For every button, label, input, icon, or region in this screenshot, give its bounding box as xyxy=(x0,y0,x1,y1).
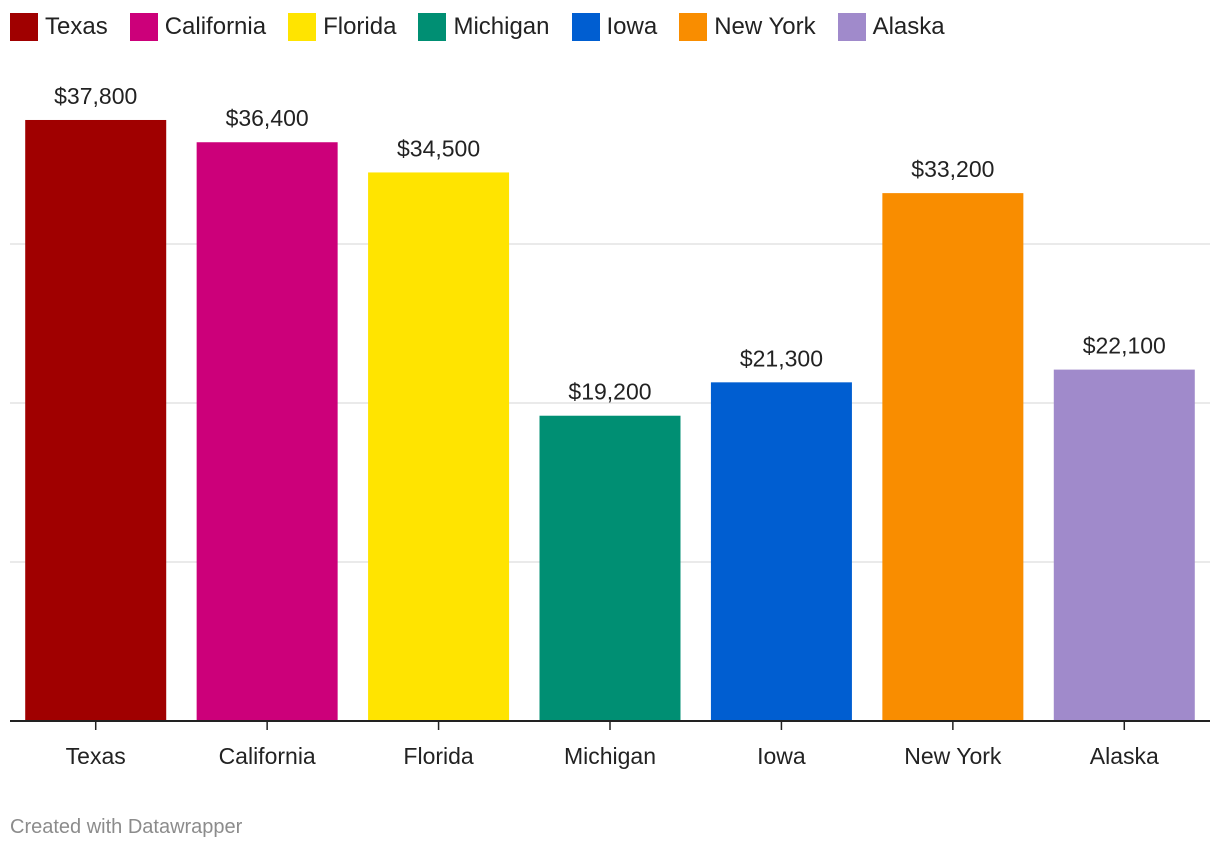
legend-swatch xyxy=(571,13,600,41)
data-label: $21,300 xyxy=(740,345,823,371)
data-label: $19,200 xyxy=(568,379,651,405)
data-label: $36,400 xyxy=(226,105,309,131)
legend-item-texas: Texas xyxy=(10,13,108,41)
x-tick-label: California xyxy=(219,743,316,769)
legend-swatch xyxy=(10,13,38,41)
legend-item-alaska: Alaska xyxy=(837,13,945,41)
legend-item-florida: Florida xyxy=(288,13,396,41)
legend-item-iowa: Iowa xyxy=(571,13,658,41)
x-tick-label: Iowa xyxy=(757,743,806,769)
legend-swatch xyxy=(129,13,158,41)
legend-swatch xyxy=(837,13,866,41)
bar xyxy=(196,142,338,722)
legend-label: Michigan xyxy=(453,13,550,40)
credit-footer: Created with Datawrapper xyxy=(10,816,243,838)
x-tick-label: Texas xyxy=(66,743,126,769)
bar xyxy=(539,415,681,721)
legend-label: Alaska xyxy=(872,13,945,40)
legend-label: Florida xyxy=(323,13,397,40)
chart-legend: Texas California Florida Michigan Iowa N… xyxy=(10,10,967,44)
legend-label: California xyxy=(164,13,267,40)
bar xyxy=(25,119,167,722)
legend-item-california: California xyxy=(129,13,267,41)
bar xyxy=(1053,369,1195,721)
bar xyxy=(882,193,1024,721)
data-label: $33,200 xyxy=(911,156,994,182)
legend-swatch xyxy=(418,13,447,41)
legend-label: New York xyxy=(714,13,816,40)
bar xyxy=(368,172,510,721)
bar-chart: $37,800 Texas $36,400 California $34,500 Flor… xyxy=(10,83,1210,769)
legend-label: Iowa xyxy=(606,13,658,40)
legend-item-michigan: Michigan xyxy=(418,13,550,41)
legend-swatch xyxy=(288,13,317,41)
x-tick-label: Michigan xyxy=(564,743,656,769)
x-tick-label: Alaska xyxy=(1090,743,1159,769)
legend-label: Texas xyxy=(45,13,108,40)
data-label: $22,100 xyxy=(1083,333,1166,359)
legend-item-new-york: New York xyxy=(679,13,816,41)
x-tick-label: Florida xyxy=(403,743,474,769)
legend-swatch xyxy=(679,13,708,41)
data-label: $34,500 xyxy=(397,135,480,161)
data-label: $37,800 xyxy=(54,83,137,109)
bar xyxy=(710,382,852,721)
x-tick-label: New York xyxy=(904,743,1002,769)
